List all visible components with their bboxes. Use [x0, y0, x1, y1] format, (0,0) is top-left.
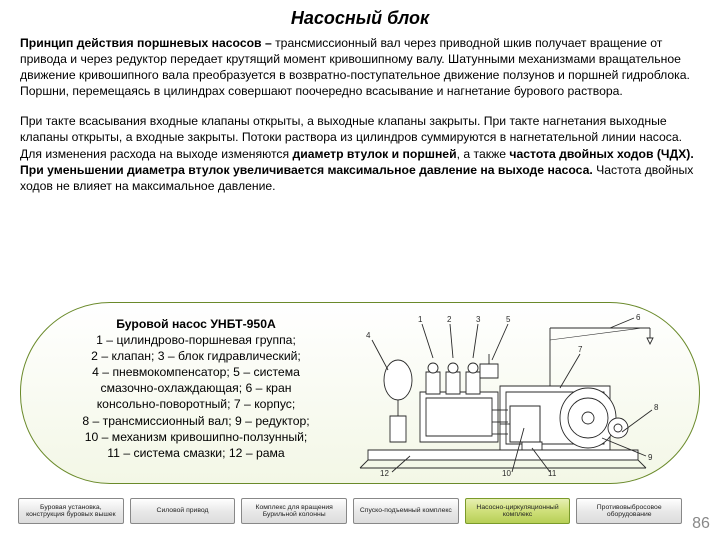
para2-b: диаметр втулок и поршней [292, 147, 456, 161]
tab-hoisting-complex[interactable]: Спуско-подъемный комплекс [353, 498, 459, 524]
callout-2: 2 [447, 315, 452, 324]
legend-line: 8 – трансмиссионный вал; 9 – редуктор; [62, 413, 330, 429]
callout-10: 10 [502, 469, 511, 478]
pump-schematic-icon: 1 2 3 4 5 6 7 8 9 10 11 12 [350, 310, 670, 478]
callout-12: 12 [380, 469, 389, 478]
tab-bop[interactable]: Противовыбросовое оборудование [576, 498, 682, 524]
para2-c: , а также [457, 147, 510, 161]
callout-1: 1 [418, 315, 423, 324]
paragraph-2: При такте всасывания входные клапаны отк… [20, 113, 700, 193]
callout-6: 6 [636, 313, 641, 322]
legend-line: 4 – пневмокомпенсатор; 5 – система [62, 364, 330, 380]
legend-line: 11 – система смазки; 12 – рама [62, 445, 330, 461]
tab-rotation-complex[interactable]: Комплекс для вращения Бурильной колонны [241, 498, 347, 524]
legend-line: смазочно-охлаждающая; 6 – кран [62, 380, 330, 396]
callout-11: 11 [548, 469, 557, 478]
slide-page: Насосный блок Принцип действия поршневых… [0, 0, 720, 540]
legend-line: 10 – механизм кривошипно-ползунный; [62, 429, 330, 445]
legend-line: 1 – цилиндрово-поршневая группа; [62, 332, 330, 348]
page-number: 86 [688, 516, 714, 532]
legend-line: консольно-поворотный; 7 – корпус; [62, 396, 330, 412]
nav-tabs: Буровая установка, конструкция буровых в… [18, 498, 682, 524]
callout-9: 9 [648, 453, 653, 462]
pump-diagram: 1 2 3 4 5 6 7 8 9 10 11 12 [350, 310, 670, 478]
callout-8: 8 [654, 403, 659, 412]
page-title: Насосный блок [20, 8, 700, 29]
para1-lead: Принцип действия поршневых насосов – [20, 36, 272, 50]
tab-rig[interactable]: Буровая установка, конструкция буровых в… [18, 498, 124, 524]
callout-3: 3 [476, 315, 481, 324]
callout-5: 5 [506, 315, 511, 324]
lower-region: Буровой насос УНБТ-950А 1 – цилиндрово-п… [20, 302, 700, 488]
paragraph-1: Принцип действия поршневых насосов – тра… [20, 35, 700, 99]
pump-title: Буровой насос УНБТ-950А [62, 316, 330, 332]
legend-line: 2 – клапан; 3 – блок гидравлический; [62, 348, 330, 364]
callout-4: 4 [366, 331, 371, 340]
callout-7: 7 [578, 345, 583, 354]
pump-legend: Буровой насос УНБТ-950А 1 – цилиндрово-п… [62, 316, 330, 461]
tab-power-drive[interactable]: Силовой привод [130, 498, 236, 524]
tab-pump-circulation[interactable]: Насосно-циркуляционный комплекс [465, 498, 571, 524]
